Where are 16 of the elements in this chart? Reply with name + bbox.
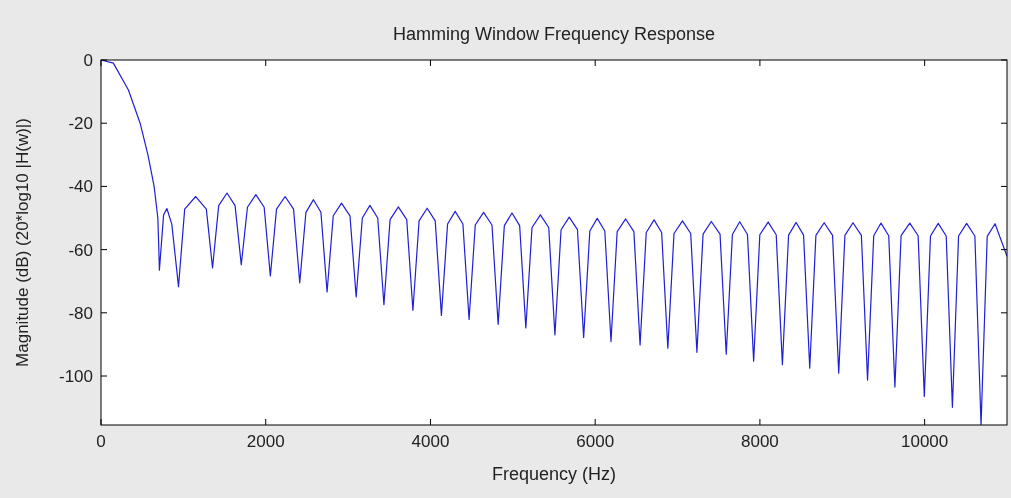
line-series	[101, 60, 1007, 425]
y-tick-label: 0	[83, 50, 93, 70]
x-tick-label: 4000	[411, 432, 450, 451]
y-tick-label: -60	[68, 240, 93, 260]
x-tick-label: 0	[96, 432, 106, 451]
y-tick-label: -20	[68, 114, 93, 134]
x-axis-title: Frequency (Hz)	[491, 464, 617, 484]
x-tick-label: 6000	[576, 432, 615, 451]
chart-title: Hamming Window Frequency Response	[392, 24, 716, 44]
x-tick-label: 2000	[246, 432, 285, 451]
y-axis-title: Magnitude (dB) (20*log10 |H(w)|)	[13, 118, 32, 367]
x-tick-label: 10000	[901, 432, 949, 451]
y-tick-label: -40	[68, 177, 93, 197]
x-tick-label: 8000	[741, 432, 779, 451]
y-tick-label: -100	[58, 366, 93, 386]
y-tick-label: -80	[68, 303, 93, 323]
